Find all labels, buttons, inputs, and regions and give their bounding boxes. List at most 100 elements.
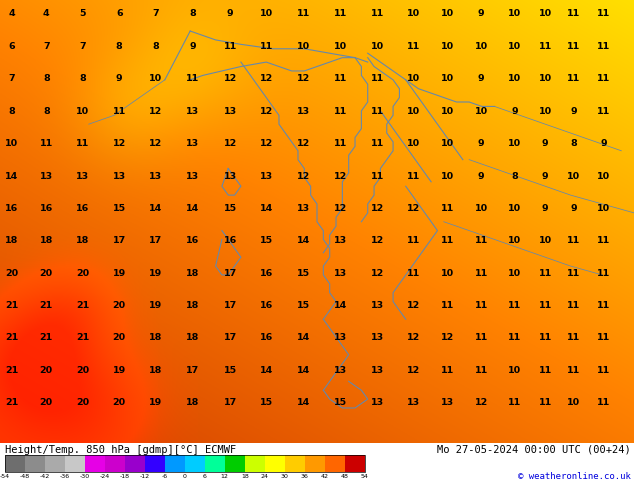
Text: 10: 10 — [475, 42, 488, 51]
Text: 11: 11 — [539, 333, 552, 343]
Text: 11: 11 — [597, 301, 610, 310]
Text: 10: 10 — [539, 9, 552, 18]
Text: 20: 20 — [40, 398, 53, 407]
Text: 17: 17 — [186, 366, 199, 375]
Text: 8: 8 — [116, 42, 122, 51]
Text: 13: 13 — [40, 172, 53, 180]
Text: 12: 12 — [261, 74, 273, 83]
Text: 11: 11 — [475, 333, 488, 343]
Text: 12: 12 — [371, 269, 384, 278]
Text: 6: 6 — [203, 474, 207, 479]
Text: 11: 11 — [567, 42, 580, 51]
Text: 21: 21 — [5, 398, 18, 407]
Text: 14: 14 — [297, 398, 310, 407]
Text: 15: 15 — [261, 398, 273, 407]
Text: -36: -36 — [60, 474, 70, 479]
Text: 11: 11 — [567, 9, 580, 18]
Text: 20: 20 — [76, 269, 89, 278]
Text: 13: 13 — [334, 269, 347, 278]
Text: 11: 11 — [297, 9, 310, 18]
Text: 16: 16 — [186, 236, 199, 245]
Text: 17: 17 — [150, 236, 162, 245]
Text: 9: 9 — [571, 107, 577, 116]
Text: 20: 20 — [40, 269, 53, 278]
Text: 8: 8 — [571, 139, 577, 148]
Text: 24: 24 — [261, 474, 269, 479]
Text: 12: 12 — [334, 204, 347, 213]
Text: 18: 18 — [4, 236, 18, 245]
Text: 15: 15 — [261, 236, 273, 245]
Text: 17: 17 — [224, 301, 236, 310]
Text: 11: 11 — [475, 366, 488, 375]
Text: 14: 14 — [261, 204, 273, 213]
Text: 13: 13 — [334, 366, 347, 375]
Text: 11: 11 — [597, 107, 610, 116]
Text: 20: 20 — [40, 366, 53, 375]
Bar — [285, 455, 304, 472]
Text: 11: 11 — [567, 366, 580, 375]
Text: 18: 18 — [75, 236, 89, 245]
Text: 19: 19 — [113, 366, 126, 375]
Bar — [325, 455, 345, 472]
Text: 11: 11 — [567, 236, 580, 245]
Text: 10: 10 — [475, 204, 488, 213]
Text: 11: 11 — [40, 139, 53, 148]
Text: © weatheronline.co.uk: © weatheronline.co.uk — [518, 472, 631, 481]
Text: 10: 10 — [597, 204, 610, 213]
Text: 20: 20 — [113, 333, 126, 343]
Text: 30: 30 — [281, 474, 288, 479]
Text: 19: 19 — [150, 301, 162, 310]
Bar — [304, 455, 325, 472]
Text: 11: 11 — [407, 236, 420, 245]
Text: 10: 10 — [407, 9, 420, 18]
Text: 11: 11 — [407, 42, 420, 51]
Text: 11: 11 — [334, 9, 347, 18]
Text: 8: 8 — [79, 74, 86, 83]
Text: 11: 11 — [539, 398, 552, 407]
Text: 21: 21 — [76, 301, 89, 310]
Text: 13: 13 — [371, 333, 384, 343]
Text: 11: 11 — [334, 107, 347, 116]
Text: 12: 12 — [224, 139, 236, 148]
Text: 11: 11 — [441, 204, 454, 213]
Text: 21: 21 — [5, 366, 18, 375]
Text: 14: 14 — [5, 172, 18, 180]
Text: 11: 11 — [508, 301, 521, 310]
Text: 5: 5 — [79, 9, 86, 18]
Text: 11: 11 — [371, 139, 384, 148]
Text: 13: 13 — [224, 107, 236, 116]
Text: 16: 16 — [224, 236, 236, 245]
Text: 10: 10 — [441, 9, 454, 18]
Text: 12: 12 — [407, 333, 420, 343]
Text: Height/Temp. 850 hPa [gdmp][°C] ECMWF: Height/Temp. 850 hPa [gdmp][°C] ECMWF — [5, 445, 236, 455]
Text: 16: 16 — [76, 204, 89, 213]
Text: 11: 11 — [597, 398, 610, 407]
Text: 10: 10 — [334, 42, 347, 51]
Text: 18: 18 — [186, 301, 200, 310]
Text: 12: 12 — [407, 204, 420, 213]
Text: 13: 13 — [441, 398, 454, 407]
Text: 13: 13 — [334, 236, 347, 245]
Bar — [205, 455, 225, 472]
Text: 10: 10 — [508, 74, 521, 83]
Bar — [165, 455, 185, 472]
Text: 10: 10 — [508, 204, 521, 213]
Bar — [25, 455, 45, 472]
Text: 11: 11 — [371, 9, 384, 18]
Text: 21: 21 — [76, 333, 89, 343]
Text: 15: 15 — [113, 204, 126, 213]
Text: 18: 18 — [39, 236, 53, 245]
Text: 11: 11 — [475, 301, 488, 310]
Text: 11: 11 — [597, 269, 610, 278]
Text: -48: -48 — [20, 474, 30, 479]
Text: 12: 12 — [261, 139, 273, 148]
Text: 11: 11 — [407, 269, 420, 278]
Text: 11: 11 — [597, 74, 610, 83]
Text: 15: 15 — [334, 398, 347, 407]
Text: 11: 11 — [441, 301, 454, 310]
Text: 13: 13 — [371, 398, 384, 407]
Text: 13: 13 — [186, 139, 199, 148]
Text: 10: 10 — [441, 42, 454, 51]
Text: 10: 10 — [508, 9, 521, 18]
Text: 13: 13 — [186, 107, 199, 116]
